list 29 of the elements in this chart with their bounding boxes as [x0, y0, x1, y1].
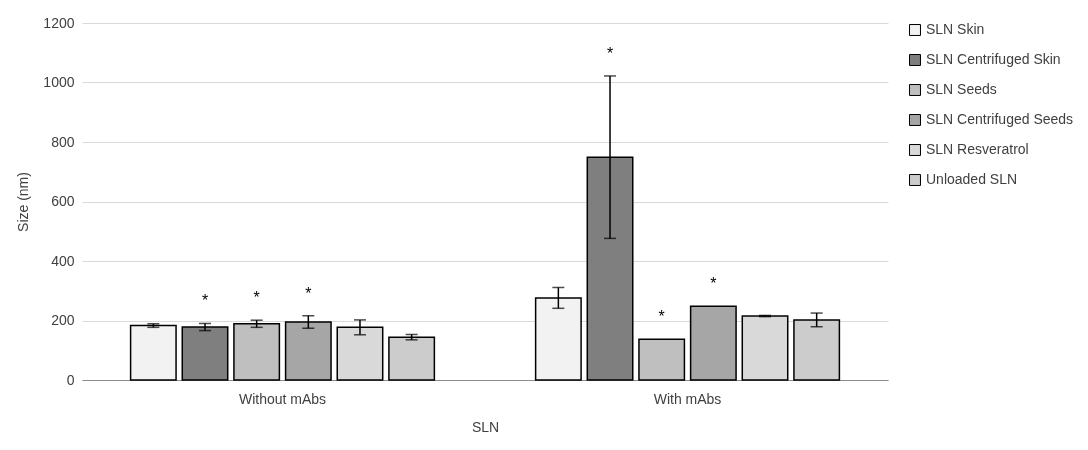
- annotation: *: [606, 44, 614, 62]
- y-tick-label: 0: [66, 371, 75, 388]
- bar: [181, 326, 229, 381]
- bar: [388, 336, 436, 381]
- x-axis-title: SLN: [471, 418, 500, 435]
- legend-label: SLN Centrifuged Seeds: [926, 111, 1074, 127]
- y-tick-label: 600: [51, 193, 75, 209]
- annotation: *: [305, 284, 312, 302]
- legend-label: SLN Centrifuged Skin: [926, 51, 1061, 67]
- y-tick-label: 400: [51, 252, 75, 269]
- bar: [689, 305, 737, 381]
- bar: [638, 338, 686, 381]
- annotation: *: [253, 289, 260, 307]
- y-tick-label: 1200: [43, 14, 75, 31]
- legend-label: Unloaded SLN: [926, 171, 1018, 187]
- y-tick-label: 200: [51, 312, 75, 328]
- legend-label: SLN Skin: [926, 21, 985, 37]
- bar: [233, 323, 281, 381]
- annotation: *: [710, 275, 717, 293]
- x-tick-label: Without mAbs: [238, 390, 327, 407]
- annotation: *: [658, 308, 665, 326]
- legend-label: SLN Seeds: [926, 81, 997, 97]
- legend-label: SLN Resveratrol: [926, 141, 1029, 157]
- x-tick-label: With mAbs: [653, 390, 722, 407]
- annotation: *: [201, 292, 209, 310]
- y-tick-label: 800: [51, 133, 75, 150]
- bar: [129, 324, 177, 381]
- y-axis-title: Size (nm): [15, 172, 32, 232]
- y-tick-label: 1000: [43, 74, 75, 90]
